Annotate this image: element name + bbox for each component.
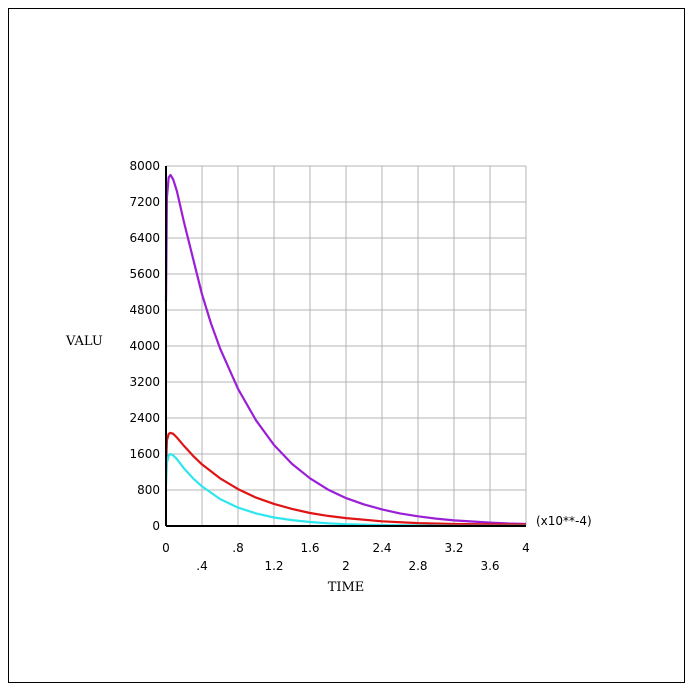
tick-labels: 0 800 1600 2400 3200 4000 4800 5600 6400 7200 8000… — [129, 159, 529, 573]
y-tick-label: 3200 — [129, 375, 160, 389]
y-axis-label: VALU — [65, 334, 103, 349]
y-tick-label: 800 — [137, 483, 160, 497]
series-line-2 — [164, 431, 527, 526]
y-tick-label: 4000 — [129, 339, 160, 353]
x-tick-label: 2.4 — [372, 541, 391, 555]
x-tick-label: 1.6 — [300, 541, 319, 555]
y-tick-label: 4800 — [129, 303, 160, 317]
x-tick-label: .4 — [196, 559, 207, 573]
axes — [165, 166, 526, 527]
y-tick-label: 6400 — [129, 231, 160, 245]
y-tick-label: 2400 — [129, 411, 160, 425]
x-tick-label: 4 — [522, 541, 530, 555]
y-tick-label: 5600 — [129, 267, 160, 281]
y-tick-label: 7200 — [129, 195, 160, 209]
x-tick-label: 2.8 — [408, 559, 427, 573]
x-axis-label: TIME — [328, 580, 365, 595]
x-tick-label: 3.2 — [444, 541, 463, 555]
series-line-1 — [164, 173, 527, 526]
x-tick-label: 3.6 — [480, 559, 499, 573]
x-tick-label: 1.2 — [264, 559, 283, 573]
x-tick-label: 2 — [342, 559, 350, 573]
x-tick-label: 0 — [162, 541, 170, 555]
y-tick-label: 1600 — [129, 447, 160, 461]
x-tick-label: .8 — [232, 541, 243, 555]
x-axis-multiplier: (x10**-4) — [536, 514, 592, 528]
y-tick-label: 8000 — [129, 159, 160, 173]
y-tick-label: 0 — [152, 519, 160, 533]
